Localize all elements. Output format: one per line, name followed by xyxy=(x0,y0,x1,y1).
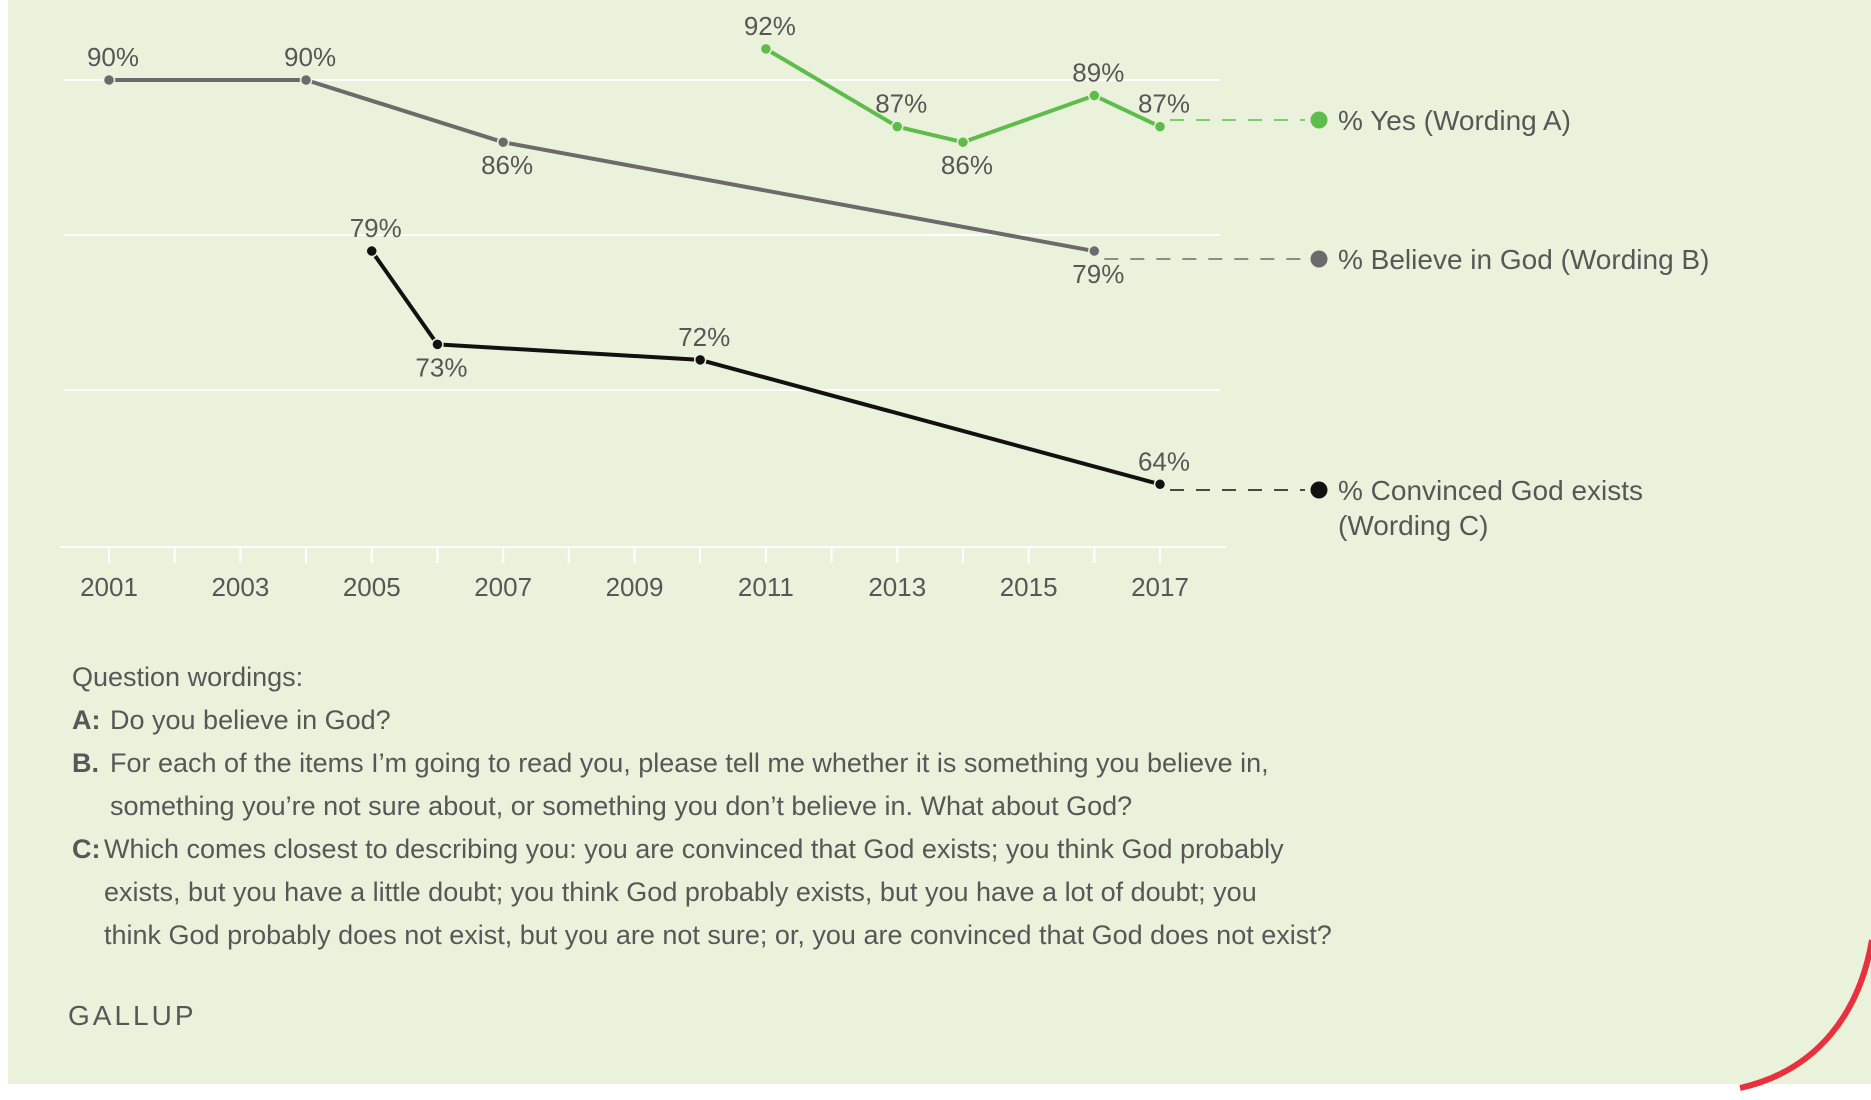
x-tick-label-2011: 2011 xyxy=(738,572,794,602)
data-point xyxy=(956,135,970,149)
data-label: 79% xyxy=(1072,259,1124,289)
wordings-heading: Question wordings: xyxy=(72,662,304,692)
x-tick-label-2017: 2017 xyxy=(1131,572,1189,602)
data-point xyxy=(759,42,773,56)
wording-c: C: Which comes closest to describing you… xyxy=(72,828,1492,871)
data-point xyxy=(431,338,444,351)
x-tick-label-2015: 2015 xyxy=(1000,572,1058,602)
line-chart: 2001 2003 2005 2007 2009 2011 2013 2015 2017 92% 8… xyxy=(60,11,1709,602)
data-point xyxy=(1153,120,1167,133)
series-line xyxy=(109,78,1095,254)
data-point xyxy=(299,73,313,87)
data-point xyxy=(693,353,707,367)
data-label: 79% xyxy=(350,213,402,243)
source-logo: GALLUP xyxy=(68,1000,197,1031)
x-tick-label-2001: 2001 xyxy=(80,572,138,602)
data-label: 73% xyxy=(415,352,467,382)
data-point xyxy=(496,135,510,149)
data-point xyxy=(891,120,904,133)
legend-label: (Wording C) xyxy=(1338,510,1488,541)
data-label: 87% xyxy=(875,89,927,119)
x-tick-label-2007: 2007 xyxy=(474,572,532,602)
wording-a-key: A: xyxy=(72,705,101,735)
data-label: 64% xyxy=(1138,446,1190,476)
legend-label: % Yes (Wording A) xyxy=(1338,105,1571,136)
series-1: 92% 87% 86% 89% 87% % Yes (Wording A) xyxy=(744,11,1571,180)
data-point xyxy=(1088,89,1101,102)
x-tick-label-2013: 2013 xyxy=(868,572,926,602)
series-3: 79% 73% 72% 64% % Convinced God exists (Wordi… xyxy=(350,213,1643,541)
legend-marker xyxy=(1310,481,1328,499)
wording-b: B. For each of the items I’m going to re… xyxy=(72,742,1492,785)
data-label: 90% xyxy=(87,42,139,72)
wording-c-key: C: xyxy=(72,834,101,864)
data-label: 92% xyxy=(744,11,796,41)
wording-c-line1: Which comes closest to describing you: y… xyxy=(104,834,1284,864)
data-label: 72% xyxy=(678,322,730,352)
legend-label: % Convinced God exists xyxy=(1338,475,1643,506)
x-tick-label-2003: 2003 xyxy=(211,572,269,602)
x-tick-label-2009: 2009 xyxy=(606,572,664,602)
legend-marker xyxy=(1310,111,1328,129)
data-label: 89% xyxy=(1072,58,1124,88)
data-label: 86% xyxy=(941,150,993,180)
series-2: 90% 90% 86% 79% % Believe in God (Wording B) xyxy=(87,42,1709,289)
corner-accent xyxy=(1739,939,1871,1091)
data-label: 87% xyxy=(1138,89,1190,119)
wording-b-key: B. xyxy=(72,748,99,778)
data-point xyxy=(102,73,116,87)
chart-panel: 2001 2003 2005 2007 2009 2011 2013 2015 2017 92% 8… xyxy=(8,0,1871,1084)
data-label: 86% xyxy=(481,150,533,180)
wording-c-line2: exists, but you have a little doubt; you… xyxy=(104,877,1257,907)
data-label: 90% xyxy=(284,42,336,72)
wording-a: A: Do you believe in God? xyxy=(72,699,1492,742)
data-point xyxy=(1088,244,1101,258)
legend-marker xyxy=(1310,250,1328,268)
data-point xyxy=(365,244,378,258)
wording-a-text: Do you believe in God? xyxy=(110,705,391,735)
wording-c-line3: think God probably does not exist, but y… xyxy=(104,920,1332,950)
legend-label: % Believe in God (Wording B) xyxy=(1338,244,1709,275)
data-point xyxy=(1153,478,1167,491)
question-wordings: Question wordings: A: Do you believe in … xyxy=(72,656,1492,957)
wording-b-line2: something you’re not sure about, or some… xyxy=(110,791,1133,821)
wording-b-line1: For each of the items I’m going to read … xyxy=(110,748,1269,778)
series-line xyxy=(370,249,1161,487)
x-tick-label-2005: 2005 xyxy=(343,572,401,602)
